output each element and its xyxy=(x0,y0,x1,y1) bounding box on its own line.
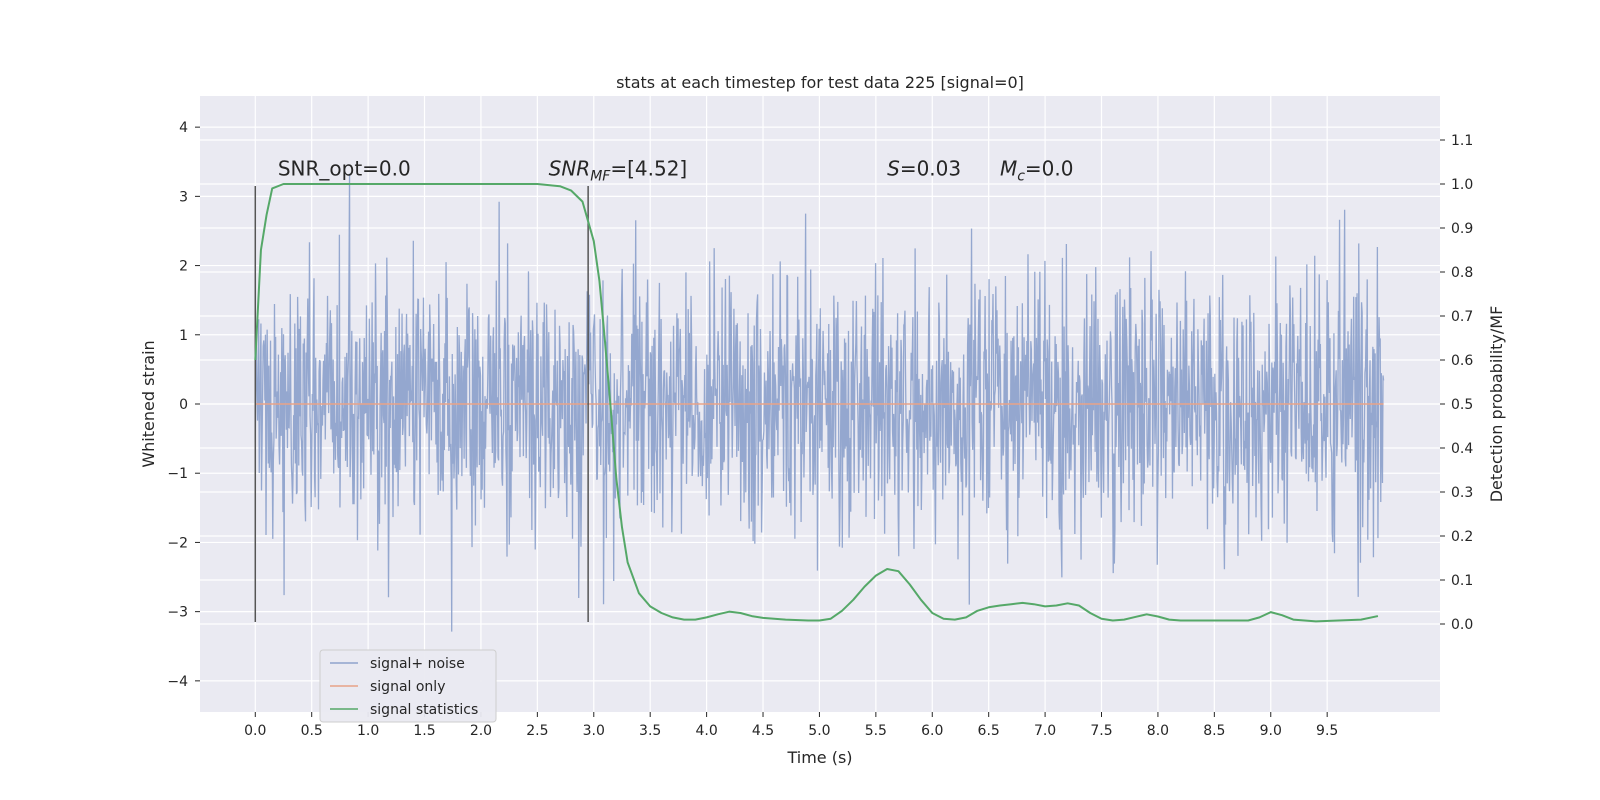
x-axis-ticks: 0.0 0.5 1.0 1.5 2.0 2.5 3.0 3.5 4.0 4.5 5.0 5.5 6.0 6… xyxy=(244,712,1338,739)
y-tick-label-4: 0 xyxy=(179,397,188,413)
signal-noise-series xyxy=(254,173,1385,632)
x-tick-label-2: 1.0 xyxy=(357,723,379,739)
y-tick-label-3: −1 xyxy=(167,466,188,482)
legend-label-signal-statistics: signal statistics xyxy=(370,702,478,718)
y2-tick-label-10: 1.0 xyxy=(1451,177,1473,193)
annotation-0: SNR_opt=0.0 xyxy=(278,157,411,181)
x-tick-label-7: 3.5 xyxy=(639,723,661,739)
x-tick-label-12: 6.0 xyxy=(921,723,943,739)
legend-label-signal-noise: signal+ noise xyxy=(370,656,465,672)
y-tick-label-2: −2 xyxy=(167,535,188,551)
x-tick-label-13: 6.5 xyxy=(978,723,1000,739)
y-tick-label-0: −4 xyxy=(167,674,188,690)
y2-tick-label-9: 0.9 xyxy=(1451,221,1473,237)
y-tick-label-7: 3 xyxy=(179,189,188,205)
annotation-3: Mc=0.0 xyxy=(1000,157,1074,185)
y-right-axis-label: Detection probability/MF xyxy=(1487,306,1506,503)
chart-title: stats at each timestep for test data 225… xyxy=(616,73,1024,92)
annotation-1: SNRMF=[4.52] xyxy=(549,157,688,185)
y2-tick-label-0: 0.0 xyxy=(1451,617,1473,633)
legend-label-signal-only: signal only xyxy=(370,679,445,695)
x-tick-label-0: 0.0 xyxy=(244,723,266,739)
x-tick-label-15: 7.5 xyxy=(1090,723,1112,739)
y2-tick-label-4: 0.4 xyxy=(1451,441,1473,457)
y2-tick-label-5: 0.5 xyxy=(1451,397,1473,413)
y-tick-label-8: 4 xyxy=(179,120,188,136)
y2-tick-label-11: 1.1 xyxy=(1451,133,1473,149)
x-tick-label-3: 1.5 xyxy=(413,723,435,739)
y-axis-label: Whitened strain xyxy=(139,340,158,467)
x-axis-label: Time (s) xyxy=(786,748,852,767)
legend-box xyxy=(319,649,497,723)
x-tick-label-19: 9.5 xyxy=(1316,723,1338,739)
y-tick-label-1: −3 xyxy=(167,605,188,621)
x-tick-label-11: 5.5 xyxy=(865,723,887,739)
annotation-2: S=0.03 xyxy=(887,157,961,181)
x-tick-label-6: 3.0 xyxy=(583,723,605,739)
x-tick-label-16: 8.0 xyxy=(1147,723,1169,739)
y-axis-ticks: −4 −3 −2 −1 0 1 2 3 4 xyxy=(167,120,200,690)
y2-tick-label-2: 0.2 xyxy=(1451,529,1473,545)
y2-tick-label-8: 0.8 xyxy=(1451,265,1473,281)
y2-tick-label-1: 0.1 xyxy=(1451,573,1473,589)
y2-tick-label-7: 0.7 xyxy=(1451,309,1473,325)
signal-statistics-series xyxy=(254,183,1379,623)
x-tick-label-5: 2.5 xyxy=(526,723,548,739)
y-tick-label-5: 1 xyxy=(179,328,188,344)
y2-tick-label-6: 0.6 xyxy=(1451,353,1473,369)
x-tick-label-10: 5.0 xyxy=(808,723,830,739)
x-tick-label-4: 2.0 xyxy=(470,723,492,739)
series-signal-statistics xyxy=(254,183,1379,623)
x-tick-label-8: 4.0 xyxy=(695,723,717,739)
x-tick-label-18: 9.0 xyxy=(1260,723,1282,739)
annotations: SNR_opt=0.0 SNRMF=[4.52] S=0.03 Mc=0.0 xyxy=(278,157,1074,185)
vertical-markers xyxy=(254,185,589,623)
y-tick-label-6: 2 xyxy=(179,259,188,275)
x-tick-label-14: 7.0 xyxy=(1034,723,1056,739)
x-tick-label-17: 8.5 xyxy=(1203,723,1225,739)
legend: signal+ noise signal only signal statist… xyxy=(319,649,497,723)
y2-tick-label-3: 0.3 xyxy=(1451,485,1473,501)
x-tick-label-1: 0.5 xyxy=(301,723,323,739)
y-right-axis-ticks: 0.0 0.1 0.2 0.3 0.4 0.5 0.6 0.7 0.8 0.9 1.0 1.1 xyxy=(1440,133,1473,633)
series-signal-noise xyxy=(254,173,1385,632)
x-tick-label-9: 4.5 xyxy=(752,723,774,739)
